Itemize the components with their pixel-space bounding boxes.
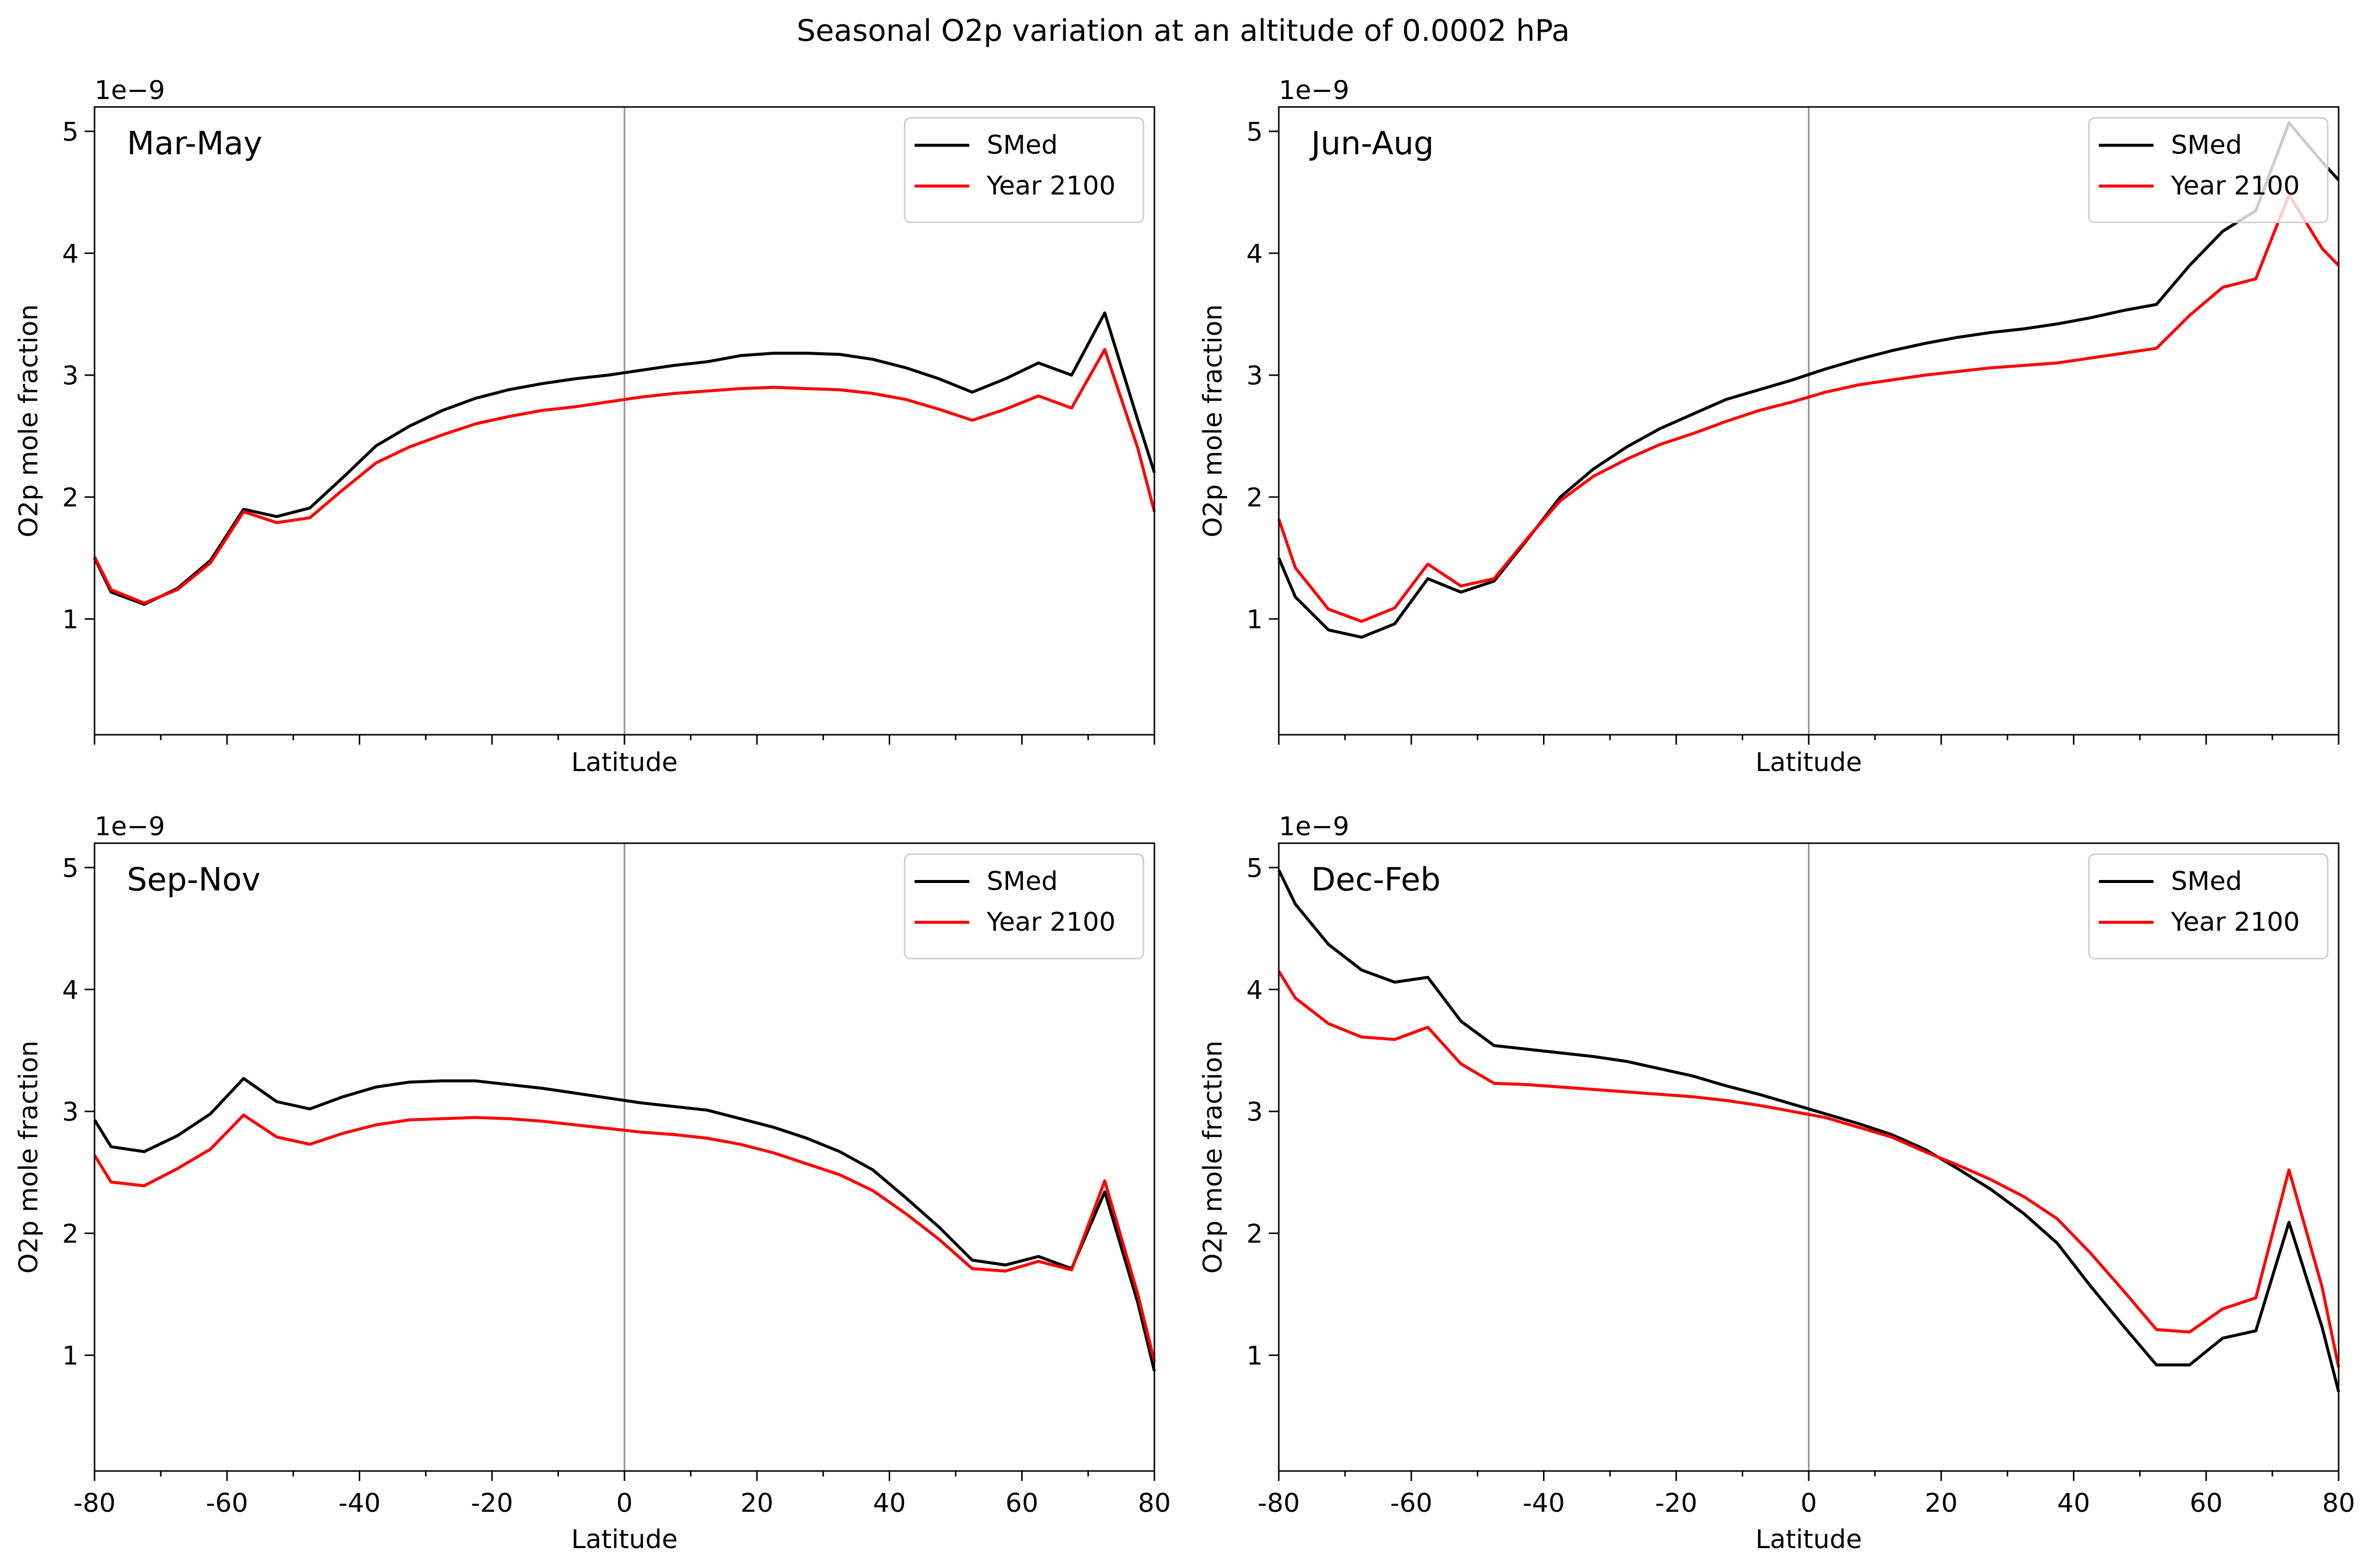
y-tick-label: 4	[1246, 239, 1263, 269]
y-tick-label: 1	[1246, 605, 1263, 635]
series-line-smed	[1277, 121, 2340, 639]
y-tick-label: 1	[62, 605, 79, 635]
y-tick-label: 4	[62, 976, 79, 1005]
x-axis-label: Latitude	[1755, 1525, 1862, 1555]
legend-label-smed: SMed	[2171, 867, 2242, 896]
legend-label-smed: SMed	[987, 130, 1058, 160]
y-tick-label: 5	[62, 117, 79, 147]
legend-label-smed: SMed	[987, 867, 1058, 896]
legend: SMed Year 2100	[2088, 853, 2329, 960]
legend-label-year-2100: Year 2100	[986, 907, 1116, 937]
y-tick-label: 3	[1246, 1097, 1263, 1127]
y-tick-label: 3	[1246, 361, 1263, 391]
y-tick-label: 4	[62, 239, 79, 269]
x-tick-label: 60	[1006, 1488, 1038, 1518]
x-tick-label: -60	[206, 1488, 248, 1518]
x-tick-label: 40	[2057, 1488, 2090, 1518]
y-tick-label: 3	[62, 361, 79, 391]
x-tick-label: 0	[616, 1488, 632, 1518]
y-tick-label: 2	[1246, 483, 1263, 513]
x-tick-label: -80	[1258, 1488, 1300, 1518]
y-offset-label: 1e−9	[95, 812, 165, 842]
series-line-year-2100	[1277, 193, 2340, 623]
y-tick-label: 4	[1246, 976, 1263, 1005]
legend-label-smed: SMed	[2171, 130, 2242, 160]
x-tick-label: 80	[1138, 1488, 1171, 1518]
x-tick-label: 0	[1800, 1488, 1817, 1518]
x-tick-label: -40	[338, 1488, 381, 1518]
legend: SMed Year 2100	[2088, 117, 2329, 223]
chart-panel-4: -80 -60 -40 -20 0 20 40 60 80 1 2 3 4 5 1e−9 Latitude O2…	[1198, 812, 2355, 1555]
x-tick-label: 80	[2322, 1488, 2355, 1518]
x-tick-label: -60	[1390, 1488, 1433, 1518]
chart-panel-2: 1 2 3 4 5 1e−9 Latitude O2p mole fraction Jun-Au…	[1198, 76, 2340, 778]
y-tick-label: 5	[62, 854, 79, 883]
x-tick-label: 60	[2190, 1488, 2223, 1518]
y-tick-label: 1	[1246, 1341, 1263, 1371]
y-offset-label: 1e−9	[1279, 76, 1349, 105]
x-tick-label: -80	[74, 1488, 116, 1518]
series-line-smed	[93, 311, 1156, 606]
x-tick-label: -40	[1523, 1488, 1565, 1518]
season-label: Sep-Nov	[127, 862, 261, 898]
y-axis-label: O2p mole fraction	[1198, 304, 1228, 538]
series-line-smed	[93, 1077, 1156, 1372]
y-axis-label: O2p mole fraction	[14, 1041, 44, 1274]
x-axis-label: Latitude	[571, 1525, 678, 1555]
x-tick-label: 40	[873, 1488, 906, 1518]
y-axis-label: O2p mole fraction	[1198, 1041, 1228, 1274]
legend-label-year-2100: Year 2100	[986, 171, 1116, 201]
season-label: Mar-May	[127, 125, 262, 162]
legend: SMed Year 2100	[904, 117, 1144, 223]
chart-panel-3: -80 -60 -40 -20 0 20 40 60 80 1 2 3 4 5 1e−9 Latitude O2…	[14, 812, 1171, 1555]
x-tick-label: -20	[471, 1488, 513, 1518]
legend-label-year-2100: Year 2100	[2170, 171, 2300, 201]
y-tick-label: 2	[62, 483, 79, 513]
y-offset-label: 1e−9	[1279, 812, 1349, 842]
x-tick-label: 20	[740, 1488, 773, 1518]
y-axis-label: O2p mole fraction	[14, 304, 44, 538]
y-tick-label: 2	[62, 1219, 79, 1249]
panels: 1 2 3 4 5 1e−9 Latitude O2p mole fraction Mar-Ma…	[14, 76, 2355, 1555]
series-line-year-2100	[93, 348, 1156, 605]
legend: SMed Year 2100	[904, 853, 1144, 960]
legend-label-year-2100: Year 2100	[2170, 907, 2300, 937]
series-line-year-2100	[93, 1113, 1156, 1362]
season-label: Dec-Feb	[1311, 862, 1441, 898]
x-axis-label: Latitude	[571, 748, 678, 778]
series-line-smed	[1277, 869, 2340, 1392]
y-tick-label: 1	[62, 1341, 79, 1371]
chart-panel-1: 1 2 3 4 5 1e−9 Latitude O2p mole fraction Mar-Ma…	[14, 76, 1156, 778]
x-axis-label: Latitude	[1755, 748, 1862, 778]
season-label: Jun-Aug	[1309, 125, 1434, 162]
series-line-year-2100	[1277, 970, 2340, 1368]
figure-title: Seasonal O2p variation at an altitude of…	[797, 13, 1570, 48]
y-tick-label: 3	[62, 1097, 79, 1127]
y-tick-label: 5	[1246, 117, 1263, 147]
y-tick-label: 5	[1246, 854, 1263, 883]
y-offset-label: 1e−9	[95, 76, 165, 105]
x-tick-label: 20	[1925, 1488, 1957, 1518]
x-tick-label: -20	[1655, 1488, 1697, 1518]
y-tick-label: 2	[1246, 1219, 1263, 1249]
